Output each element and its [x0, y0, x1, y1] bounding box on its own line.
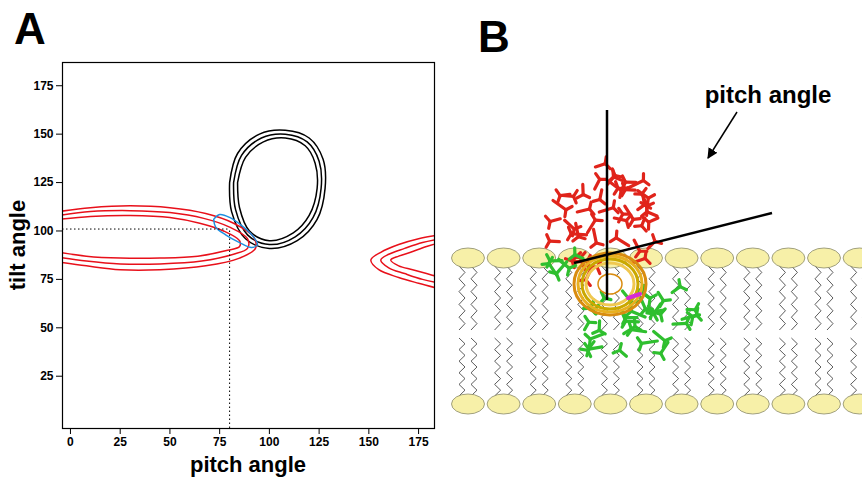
svg-text:50: 50 [40, 321, 54, 335]
svg-text:50: 50 [163, 435, 177, 449]
svg-text:150: 150 [33, 127, 53, 141]
svg-text:25: 25 [114, 435, 128, 449]
svg-text:B: B [478, 12, 510, 61]
html-text:A: A [14, 4, 46, 53]
svg-text:0: 0 [67, 435, 74, 449]
svg-text:pitch angle: pitch angle [705, 81, 832, 108]
svg-text:175: 175 [409, 435, 429, 449]
svg-text:175: 175 [33, 79, 53, 93]
svg-text:150: 150 [359, 435, 379, 449]
svg-text:125: 125 [33, 175, 53, 189]
svg-text:100: 100 [33, 224, 53, 238]
svg-text:75: 75 [213, 435, 227, 449]
svg-text:125: 125 [309, 435, 329, 449]
html-text:tilt angle: tilt angle [5, 199, 30, 291]
svg-text:75: 75 [40, 272, 54, 286]
svg-text:100: 100 [259, 435, 279, 449]
html-text:pitch angle: pitch angle [189, 452, 307, 477]
svg-text:25: 25 [40, 369, 54, 383]
